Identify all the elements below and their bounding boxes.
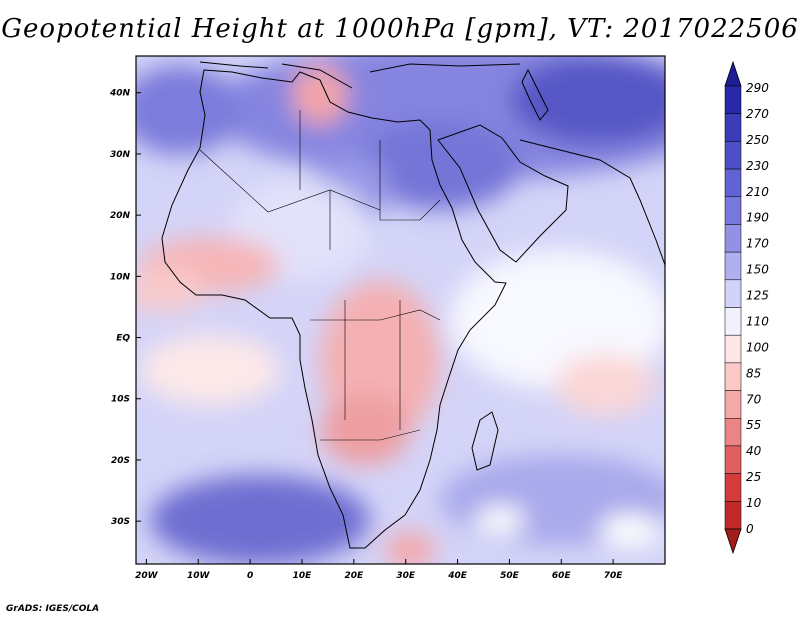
north-africa-borders xyxy=(299,110,381,250)
colorbar-label: 125 xyxy=(746,289,769,303)
colorbar-segment xyxy=(724,85,742,114)
colorbar-label: 210 xyxy=(746,185,769,199)
colorbar-segment xyxy=(724,224,742,253)
colorbar-segment xyxy=(724,307,742,336)
colorbar-label: 230 xyxy=(746,159,769,173)
colorbar-segment xyxy=(724,445,742,474)
colorbar-label: 70 xyxy=(746,392,762,406)
x-tick-label: 50E xyxy=(500,571,520,581)
country-borders xyxy=(199,110,441,441)
colorbar-segment xyxy=(724,251,742,281)
x-tick-label: 10E xyxy=(293,571,313,581)
colorbar-label: 150 xyxy=(746,263,769,277)
field-indian-ocean-light xyxy=(450,250,665,390)
colorbar-segment xyxy=(724,196,742,225)
madagascar-coastline xyxy=(471,411,499,471)
y-tick-label: 40N xyxy=(109,89,131,99)
colorbar-segment xyxy=(724,279,742,308)
field-guinea-low xyxy=(136,268,205,312)
sudan-border xyxy=(380,199,441,221)
y-tick-label: 20N xyxy=(110,211,131,221)
field-atlantic-light xyxy=(140,335,280,405)
colorbar-label: 190 xyxy=(746,211,769,225)
colorbar-label: 55 xyxy=(746,418,761,432)
colorbar-segment xyxy=(724,113,742,142)
colorbar-segment xyxy=(724,473,742,502)
y-tick-label: 10S xyxy=(111,395,130,405)
field-southern-africa-low xyxy=(320,395,410,465)
colorbar-segment xyxy=(724,362,742,391)
colorbar-label: 270 xyxy=(746,107,769,121)
colorbar-label: 10 xyxy=(746,496,762,510)
caspian-sea xyxy=(521,68,549,121)
colorbar-label: 100 xyxy=(746,340,769,354)
arabia-coastline xyxy=(437,124,569,263)
field-white-spot xyxy=(475,506,525,534)
colorbar-segment xyxy=(724,501,742,530)
colorbar-label: 85 xyxy=(746,366,761,380)
field-south-atlantic-high xyxy=(150,475,370,564)
x-tick-label: 70E xyxy=(604,571,624,581)
y-tick-label: 10N xyxy=(110,272,131,282)
y-tick-label: 30S xyxy=(111,517,130,527)
colorbar-label: 25 xyxy=(746,470,761,484)
field-asia-high xyxy=(510,56,665,145)
colorbar-label: 250 xyxy=(746,133,769,147)
colorbar-top-triangle xyxy=(724,60,742,87)
field-cape-low xyxy=(385,532,435,564)
x-tick-label: 60E xyxy=(552,571,572,581)
map-title: Geopotential Height at 1000hPa [gpm], VT… xyxy=(1,14,799,44)
colorbar-segment xyxy=(724,168,742,197)
colorbar-label: 290 xyxy=(746,81,769,95)
x-tick-label: 0 xyxy=(247,571,253,581)
colorbar-segment xyxy=(724,390,742,419)
field-white-spot-2 xyxy=(600,514,660,546)
height-field xyxy=(136,56,665,564)
southern-africa-border xyxy=(320,429,421,441)
latitude-axis: 40N 30N 20N 10N EQ 10S 20S 30S xyxy=(109,89,141,527)
europe-coastline xyxy=(199,61,521,89)
colorbar-label: 170 xyxy=(746,237,769,251)
colorbar-segment xyxy=(724,141,742,170)
x-tick-label: 30E xyxy=(396,571,416,581)
field-arabia-high xyxy=(360,120,520,210)
coastlines xyxy=(161,61,665,549)
africa-coastline xyxy=(161,69,507,549)
x-tick-label: 40E xyxy=(447,571,468,581)
map-frame xyxy=(135,55,666,565)
grads-credit: GrADS: IGES/COLA xyxy=(6,604,100,614)
colorbar-label: 40 xyxy=(746,444,762,458)
sahara-border xyxy=(199,149,381,213)
longitude-axis: 20W 10W 0 10E 20E 30E 40E 50E 60E 70E xyxy=(135,559,623,581)
field-atlantic-high xyxy=(136,65,240,155)
colorbar-segment xyxy=(724,334,742,364)
field-mediterranean-low xyxy=(292,65,348,125)
colorbar-segment xyxy=(724,418,742,447)
y-tick-label: 20S xyxy=(111,456,130,466)
colorbar-bottom-triangle xyxy=(724,528,742,555)
x-tick-label: 10W xyxy=(187,571,211,581)
iran-india-coastline xyxy=(519,139,665,266)
x-tick-label: 20E xyxy=(344,571,364,581)
field-ocean-low xyxy=(555,355,655,415)
congo-borders xyxy=(344,300,401,430)
y-tick-label: 30N xyxy=(110,150,131,160)
colorbar: 2902702502302101901701501251101008570554… xyxy=(724,60,769,555)
x-tick-label: 20W xyxy=(135,571,159,581)
y-tick-label: EQ xyxy=(116,334,130,344)
colorbar-label: 110 xyxy=(746,314,769,328)
colorbar-label: 0 xyxy=(746,522,754,536)
